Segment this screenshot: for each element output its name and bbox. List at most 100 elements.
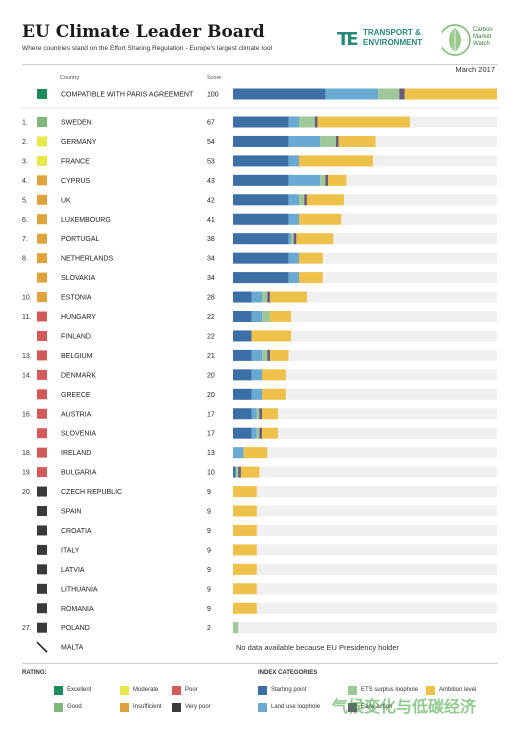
bar-segment-portugal-ambition_level <box>296 233 334 245</box>
country-label-belgium: BELGIUM <box>61 353 93 360</box>
column-header-country: Country <box>60 75 80 81</box>
rating-swatch-ireland <box>37 447 47 458</box>
rank-label-bulgaria: 19. <box>22 470 32 477</box>
bar-segment-uk-starting_point <box>233 194 289 206</box>
rank-label-ireland: 18. <box>22 450 32 457</box>
bar-track-belgium <box>233 349 497 361</box>
bar-segment-finland-starting_point <box>233 330 252 342</box>
country-label-slovenia: SLOVENIA <box>61 431 96 438</box>
bar-segment-lithuania-ambition_level <box>233 583 257 595</box>
country-label-lithuania: LITHUANIA <box>61 586 98 593</box>
chart-subtitle: Where countries stand on the Effort Shar… <box>22 45 273 52</box>
legend-rating-swatch-excellent <box>54 686 63 695</box>
legend-category-label-early-action: Early action <box>361 704 393 710</box>
bar-segment-slovenia-ets_surplus_loophole <box>256 427 260 439</box>
rating-swatch-croatia <box>37 525 47 536</box>
country-label-italy: ITALY <box>61 547 80 554</box>
bar-segment-cyprus-ambition_level <box>328 174 347 186</box>
legend-category-swatch-starting-point <box>258 686 267 695</box>
legend-index-title: INDEX CATEGORIES <box>258 670 318 676</box>
legend-rating-label-poor: Poor <box>185 687 198 693</box>
bar-segment-belgium-early_action <box>267 349 270 361</box>
legend-category-label-ambition-level: Ambition level <box>439 687 477 693</box>
bar-segment-estonia-early_action <box>267 291 270 303</box>
bar-segment-uk-early_action <box>304 194 307 206</box>
rating-swatch-portugal <box>37 233 47 244</box>
bar-segment-cyprus-early_action <box>325 174 329 186</box>
legend-category-label-starting-point: Starting point <box>271 687 307 693</box>
bar-track-uk <box>233 194 497 206</box>
legend-rating-swatch-insufficient <box>120 703 129 712</box>
score-label-luxembourg: 41 <box>207 217 215 224</box>
bar-segment-ireland-ambition_level <box>243 447 268 459</box>
rating-swatch-belgium <box>37 350 47 361</box>
country-label-netherlands: NETHERLANDS <box>61 256 113 263</box>
legend-rating-swatch-very-poor <box>172 703 181 712</box>
score-label-italy: 9 <box>207 547 211 554</box>
rating-swatch-france <box>37 155 47 166</box>
rating-swatch-netherlands <box>37 253 47 264</box>
country-label-uk: UK <box>61 197 71 204</box>
bar-track-bulgaria <box>233 466 497 478</box>
rating-swatch-romania <box>37 603 47 614</box>
bar-track-finland <box>233 330 497 342</box>
bar-segment-slovenia-land_use_loophole <box>251 427 257 439</box>
bar-segment-netherlands-ambition_level <box>299 252 323 264</box>
bar-segment-slovakia-land_use_loophole <box>288 272 299 284</box>
rating-swatch-greece <box>37 389 47 400</box>
bar-segment-netherlands-land_use_loophole <box>288 252 299 264</box>
te-logo-icon: TE <box>337 29 359 50</box>
country-label-denmark: DENMARK <box>61 372 96 379</box>
bar-segment-compatible-with-paris-agreement-early_action <box>399 88 405 100</box>
rank-label-netherlands: 8. <box>22 256 28 263</box>
bar-segment-france-land_use_loophole <box>288 155 299 167</box>
score-label-ireland: 13 <box>207 450 215 457</box>
rating-swatch-luxembourg <box>37 214 47 225</box>
bar-track-slovakia <box>233 272 497 284</box>
bar-track-italy <box>233 544 497 556</box>
score-label-germany: 54 <box>207 139 215 146</box>
rank-label-hungary: 11. <box>22 314 31 321</box>
rank-label-austria: 16. <box>22 411 32 418</box>
rank-label-germany: 2. <box>22 139 28 146</box>
legend-rating-label-excellent: Excellent <box>67 687 92 693</box>
country-label-portugal: PORTUGAL <box>61 236 99 243</box>
chart-title: EU Climate Leader Board <box>22 22 265 42</box>
bar-segment-hungary-ets_surplus_loophole <box>262 311 270 322</box>
score-label-bulgaria: 10 <box>207 470 215 477</box>
bar-track-luxembourg <box>233 213 497 225</box>
legend-category-label-land-use-loophole: Land use loophole <box>271 704 321 710</box>
country-label-latvia: LATVIA <box>61 567 85 574</box>
bar-segment-hungary-ambition_level <box>269 311 292 322</box>
bar-segment-slovenia-early_action <box>259 427 263 439</box>
rating-swatch-poland <box>37 622 47 633</box>
rank-label-sweden: 1. <box>22 120 28 127</box>
score-label-cyprus: 43 <box>207 178 215 185</box>
score-label-sweden: 67 <box>207 120 215 127</box>
score-label-romania: 9 <box>207 606 211 613</box>
bar-track-latvia <box>233 563 497 575</box>
rank-label-belgium: 13. <box>22 353 32 360</box>
score-label-austria: 17 <box>207 411 215 418</box>
country-label-poland: POLAND <box>61 625 90 632</box>
bar-segment-germany-ets_surplus_loophole <box>320 135 336 147</box>
score-label-uk: 42 <box>207 197 215 204</box>
score-label-slovenia: 17 <box>207 431 215 438</box>
rating-swatch-uk <box>37 194 47 205</box>
country-label-czech-republic: CZECH REPUBLIC <box>61 489 122 496</box>
bar-segment-hungary-land_use_loophole <box>251 311 263 322</box>
score-label-finland: 22 <box>207 333 215 340</box>
bar-segment-belgium-land_use_loophole <box>251 349 263 361</box>
bar-segment-bulgaria-early_action <box>238 466 241 478</box>
bar-segment-uk-ambition_level <box>306 194 344 206</box>
bar-track-greece <box>233 388 497 400</box>
rating-swatch-spain <box>37 506 47 516</box>
bar-segment-slovenia-ambition_level <box>262 427 278 439</box>
country-label-estonia: ESTONIA <box>61 295 92 302</box>
bar-segment-portugal-ets_surplus_loophole <box>291 233 294 245</box>
bar-segment-netherlands-starting_point <box>233 252 289 264</box>
bar-segment-czech-republic-ambition_level <box>233 486 257 498</box>
country-label-cyprus: CYPRUS <box>61 178 91 185</box>
bar-segment-germany-starting_point <box>233 135 289 147</box>
